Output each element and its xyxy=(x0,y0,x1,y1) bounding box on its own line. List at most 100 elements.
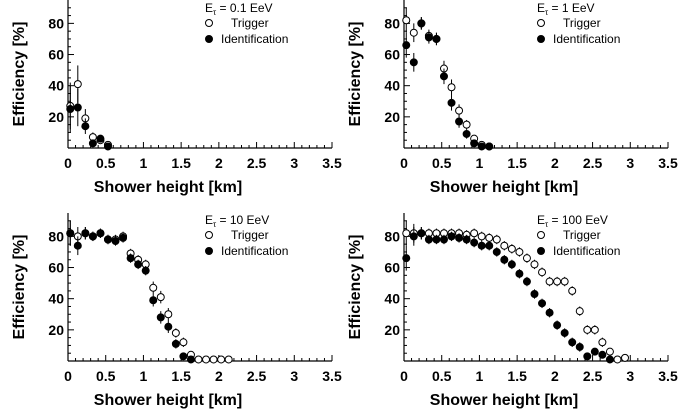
identification-point xyxy=(424,235,433,244)
x-tick-label: 2.5 xyxy=(247,155,267,171)
identification-point xyxy=(409,58,418,67)
identification-point xyxy=(485,241,494,250)
x-tick-label: 1.5 xyxy=(507,368,527,384)
identification-point xyxy=(186,355,195,364)
trigger-point xyxy=(522,254,531,263)
trigger-point xyxy=(605,347,614,356)
legend-energy-label: Eτ = 100 EeV xyxy=(537,213,608,229)
identification-point xyxy=(96,229,105,238)
x-tick-label: 0 xyxy=(64,155,72,171)
y-tick-label: 40 xyxy=(384,291,400,307)
x-tick-label: 2.5 xyxy=(583,368,603,384)
y-tick-label: 40 xyxy=(384,78,400,94)
x-tick-label: 3.5 xyxy=(322,155,342,171)
chart-panel-4: 0 0.5 1 1.5 2 2.5 3 3.5 20 40 60 80 Shower height [k… xyxy=(347,213,678,409)
identification-point xyxy=(447,232,456,241)
trigger-point xyxy=(538,268,547,277)
y-tick-label: 20 xyxy=(384,322,400,338)
identification-point xyxy=(103,142,112,151)
legend-trigger-label: Trigger xyxy=(231,16,269,30)
y-axis-label: Efficiency [%] xyxy=(347,22,364,127)
identification-point xyxy=(492,247,501,256)
y-axis-label: Efficiency [%] xyxy=(11,235,28,340)
x-tick-label: 0.5 xyxy=(96,368,116,384)
identification-point xyxy=(156,313,165,322)
identification-point xyxy=(455,233,464,242)
x-tick-label: 3 xyxy=(290,368,298,384)
identification-point xyxy=(96,134,105,143)
identification-point xyxy=(81,229,90,238)
x-tick-label: 2 xyxy=(215,155,223,171)
trigger-point xyxy=(447,83,456,92)
legend-trigger-marker xyxy=(537,231,545,239)
y-tick-label: 20 xyxy=(48,322,64,338)
identification-point xyxy=(424,33,433,42)
identification-point xyxy=(149,296,158,305)
legend-identification-marker xyxy=(537,35,545,43)
y-tick-label: 40 xyxy=(48,291,64,307)
identification-point xyxy=(119,233,128,242)
identification-point xyxy=(432,34,441,43)
identification-point xyxy=(522,277,531,286)
legend-trigger-marker xyxy=(205,19,213,27)
y-tick-label: 20 xyxy=(384,109,400,125)
x-tick-label: 1.5 xyxy=(507,155,527,171)
identification-point xyxy=(447,98,456,107)
identification-point xyxy=(179,352,188,361)
trigger-point xyxy=(164,310,173,319)
legend-trigger-marker xyxy=(537,19,545,27)
x-tick-label: 1.5 xyxy=(171,155,191,171)
identification-point xyxy=(66,105,75,114)
trigger-point xyxy=(575,307,584,316)
trigger-point xyxy=(179,338,188,347)
identification-point xyxy=(141,266,150,275)
y-tick-label: 80 xyxy=(48,228,64,244)
identification-point xyxy=(545,308,554,317)
x-tick-label: 1 xyxy=(476,368,484,384)
trigger-point xyxy=(500,241,509,250)
x-tick-label: 3.5 xyxy=(658,155,678,171)
identification-point xyxy=(560,328,569,337)
legend-identification-label: Identification xyxy=(221,32,288,46)
identification-point xyxy=(575,342,584,351)
trigger-point xyxy=(583,325,592,334)
trigger-point xyxy=(568,286,577,295)
trigger-point xyxy=(598,338,607,347)
identification-point xyxy=(538,299,547,308)
legend-trigger-label: Trigger xyxy=(231,228,269,242)
x-tick-label: 0.5 xyxy=(432,155,452,171)
identification-point xyxy=(500,255,509,264)
trigger-point xyxy=(560,277,569,286)
identification-point xyxy=(111,237,120,246)
identification-point xyxy=(568,338,577,347)
legend-identification-marker xyxy=(205,35,213,43)
x-tick-label: 3 xyxy=(290,155,298,171)
trigger-point xyxy=(402,229,411,238)
y-axis-label: Efficiency [%] xyxy=(347,235,364,340)
trigger-point xyxy=(621,353,630,362)
legend-identification-marker xyxy=(205,247,213,255)
legend-identification-label: Identification xyxy=(221,244,288,258)
trigger-point xyxy=(156,293,165,302)
chart-panel-2: 0 0.5 1 1.5 2 2.5 3 3.5 20 40 60 80 Shower height [k… xyxy=(347,0,678,196)
legend-identification-marker xyxy=(537,247,545,255)
trigger-point xyxy=(545,277,554,286)
y-tick-label: 80 xyxy=(384,15,400,31)
trigger-point xyxy=(613,355,622,364)
x-tick-label: 3 xyxy=(626,155,634,171)
identification-point xyxy=(553,321,562,330)
y-axis-label: Efficiency [%] xyxy=(11,22,28,127)
identification-point xyxy=(409,232,418,241)
identification-point xyxy=(402,254,411,263)
x-tick-label: 3 xyxy=(626,368,634,384)
legend-trigger-label: Trigger xyxy=(563,228,601,242)
y-tick-label: 80 xyxy=(48,15,64,31)
identification-point xyxy=(417,229,426,238)
legend-trigger-label: Trigger xyxy=(563,16,601,30)
trigger-point xyxy=(462,120,471,129)
identification-point xyxy=(164,322,173,331)
x-tick-label: 0.5 xyxy=(432,368,452,384)
legend-trigger-marker xyxy=(205,231,213,239)
